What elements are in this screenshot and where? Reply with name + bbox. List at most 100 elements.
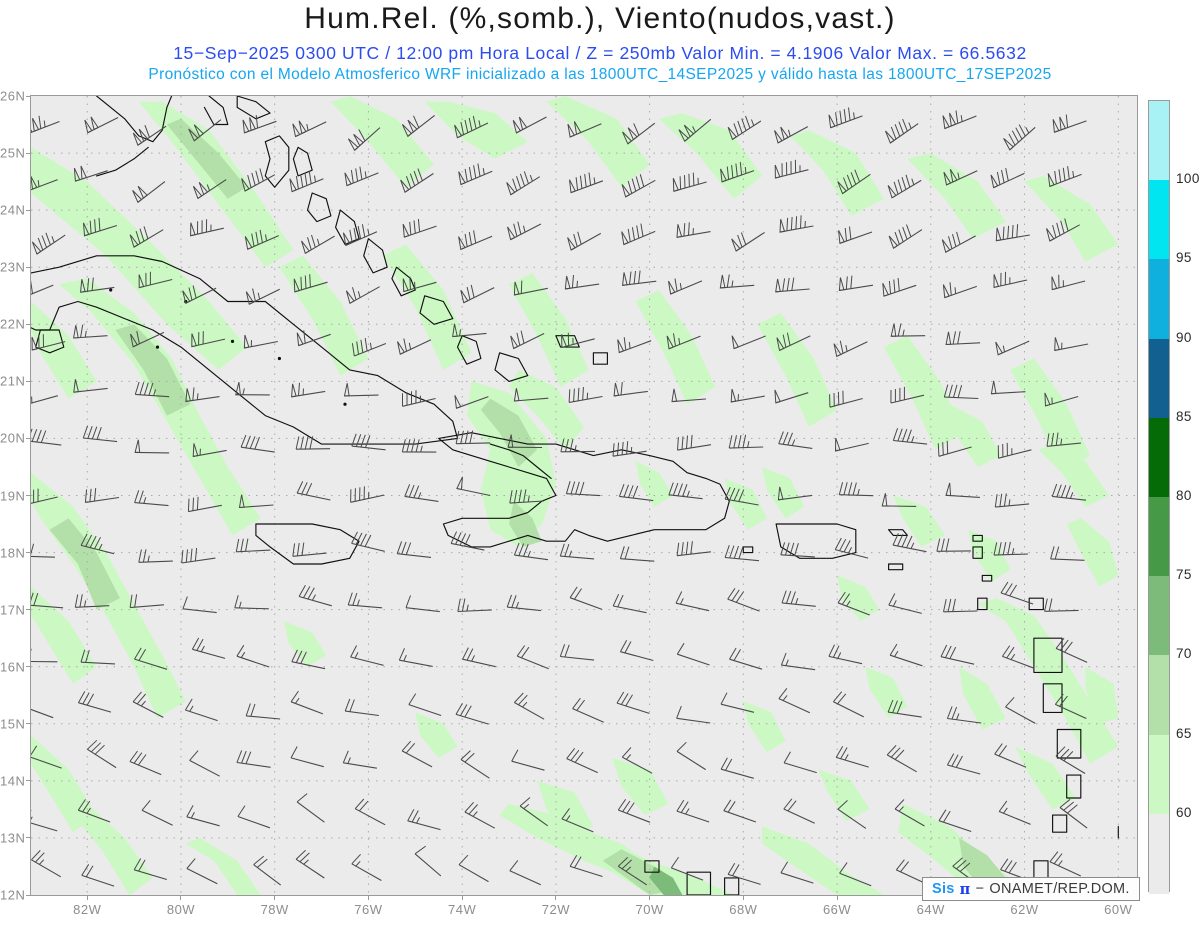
wind-barb bbox=[408, 693, 442, 717]
wind-barb bbox=[1050, 546, 1085, 561]
wind-barb bbox=[291, 382, 326, 398]
map-graphics bbox=[31, 96, 1137, 895]
wind-barb bbox=[181, 547, 216, 564]
humidity-region bbox=[635, 290, 716, 405]
wind-barb bbox=[886, 745, 917, 773]
lat-tick-25N: 25N bbox=[0, 145, 26, 161]
colorbar-band-80-85 bbox=[1149, 417, 1169, 498]
wind-barb bbox=[296, 793, 325, 823]
wind-barb bbox=[828, 644, 863, 665]
colorbar-tick-80: 80 bbox=[1176, 488, 1192, 504]
wind-barb bbox=[80, 533, 115, 555]
wind-barb bbox=[236, 750, 271, 768]
wind-barb bbox=[236, 644, 270, 668]
humidity-region bbox=[73, 803, 153, 895]
coastline bbox=[203, 96, 229, 126]
wind-barb bbox=[235, 381, 270, 396]
lat-tickmark bbox=[26, 894, 30, 896]
wind-barb bbox=[779, 215, 814, 233]
wind-barb bbox=[397, 338, 432, 355]
wind-barb bbox=[619, 546, 655, 562]
wind-barb bbox=[567, 231, 602, 251]
wind-barb bbox=[186, 858, 218, 885]
coastline bbox=[972, 534, 983, 542]
wind-barb bbox=[777, 486, 813, 501]
wind-barb bbox=[83, 217, 118, 237]
wind-barb bbox=[612, 441, 647, 457]
humidity-region bbox=[958, 666, 1006, 730]
colorbar-tick-90: 90 bbox=[1176, 329, 1192, 345]
wind-barb bbox=[31, 592, 64, 609]
wind-barb bbox=[347, 127, 381, 152]
wind-barb bbox=[31, 488, 58, 504]
wind-barb bbox=[31, 543, 55, 558]
wind-barb bbox=[237, 805, 271, 829]
humidity-region bbox=[284, 621, 327, 667]
wind-barb bbox=[132, 125, 167, 146]
lon-tickmark bbox=[86, 896, 88, 900]
lat-tickmark bbox=[26, 437, 30, 439]
wind-barb bbox=[133, 858, 167, 881]
humidity-region bbox=[659, 113, 763, 199]
wind-barb bbox=[81, 864, 115, 887]
wind-barb bbox=[569, 172, 604, 194]
lat-tick-13N: 13N bbox=[0, 830, 26, 846]
wind-barb bbox=[291, 649, 326, 670]
wind-barb bbox=[460, 750, 490, 779]
wind-barb bbox=[347, 592, 383, 609]
lat-tickmark bbox=[26, 380, 30, 382]
wind-barb bbox=[513, 388, 549, 402]
lat-tick-26N: 26N bbox=[0, 88, 26, 104]
wind-barb bbox=[512, 116, 547, 134]
wind-barb bbox=[401, 740, 433, 768]
wind-barb bbox=[354, 798, 386, 826]
humidity-region bbox=[743, 701, 786, 753]
coastline bbox=[96, 146, 149, 177]
wind-barb bbox=[1055, 746, 1086, 774]
wind-barb bbox=[677, 434, 712, 451]
colorbar-band-95-100 bbox=[1149, 180, 1169, 260]
wind-barb bbox=[129, 594, 165, 609]
coastline bbox=[742, 546, 754, 554]
wind-barb bbox=[234, 595, 269, 610]
wind-barb bbox=[134, 647, 168, 670]
humidity-region bbox=[1085, 666, 1119, 724]
humidity-region bbox=[968, 529, 1011, 582]
humidity-region bbox=[424, 101, 528, 159]
wind-barb bbox=[1054, 337, 1089, 352]
humidity-region bbox=[762, 467, 805, 519]
coastline bbox=[644, 860, 660, 873]
colorbar-band-70-75 bbox=[1149, 576, 1169, 656]
lon-tick-66W: 66W bbox=[822, 902, 852, 917]
wind-barb bbox=[134, 381, 170, 398]
humidity-region bbox=[958, 837, 1006, 890]
lon-tick-78W: 78W bbox=[260, 902, 289, 917]
logo-organization: ONAMET/REP.DOM. bbox=[989, 881, 1130, 897]
wind-barb bbox=[456, 476, 491, 497]
wind-barb bbox=[727, 115, 762, 141]
colorbar-band-85-90 bbox=[1149, 338, 1169, 419]
wind-barb bbox=[296, 481, 331, 501]
wind-barb bbox=[776, 332, 811, 352]
wind-barb bbox=[778, 431, 813, 449]
wind-barb bbox=[298, 584, 332, 607]
wind-barb bbox=[343, 383, 379, 397]
wind-barb bbox=[1059, 798, 1088, 829]
humidity-region bbox=[509, 272, 589, 388]
wind-barb bbox=[1046, 218, 1080, 242]
wind-barb bbox=[243, 334, 278, 349]
humidity-region bbox=[1038, 444, 1109, 507]
wind-barb bbox=[720, 692, 755, 713]
wind-barb bbox=[731, 335, 766, 350]
wind-barb bbox=[890, 323, 926, 337]
wind-barb bbox=[138, 271, 173, 289]
wind-barb bbox=[617, 799, 651, 823]
wind-barb bbox=[87, 739, 117, 769]
lat-tickmark bbox=[26, 609, 30, 611]
wind-barb bbox=[342, 750, 377, 769]
wind-barb bbox=[994, 743, 1027, 768]
wind-barb bbox=[561, 808, 594, 833]
wind-barb bbox=[780, 652, 816, 671]
humidity-region bbox=[279, 255, 369, 376]
wind-barb bbox=[31, 850, 62, 878]
